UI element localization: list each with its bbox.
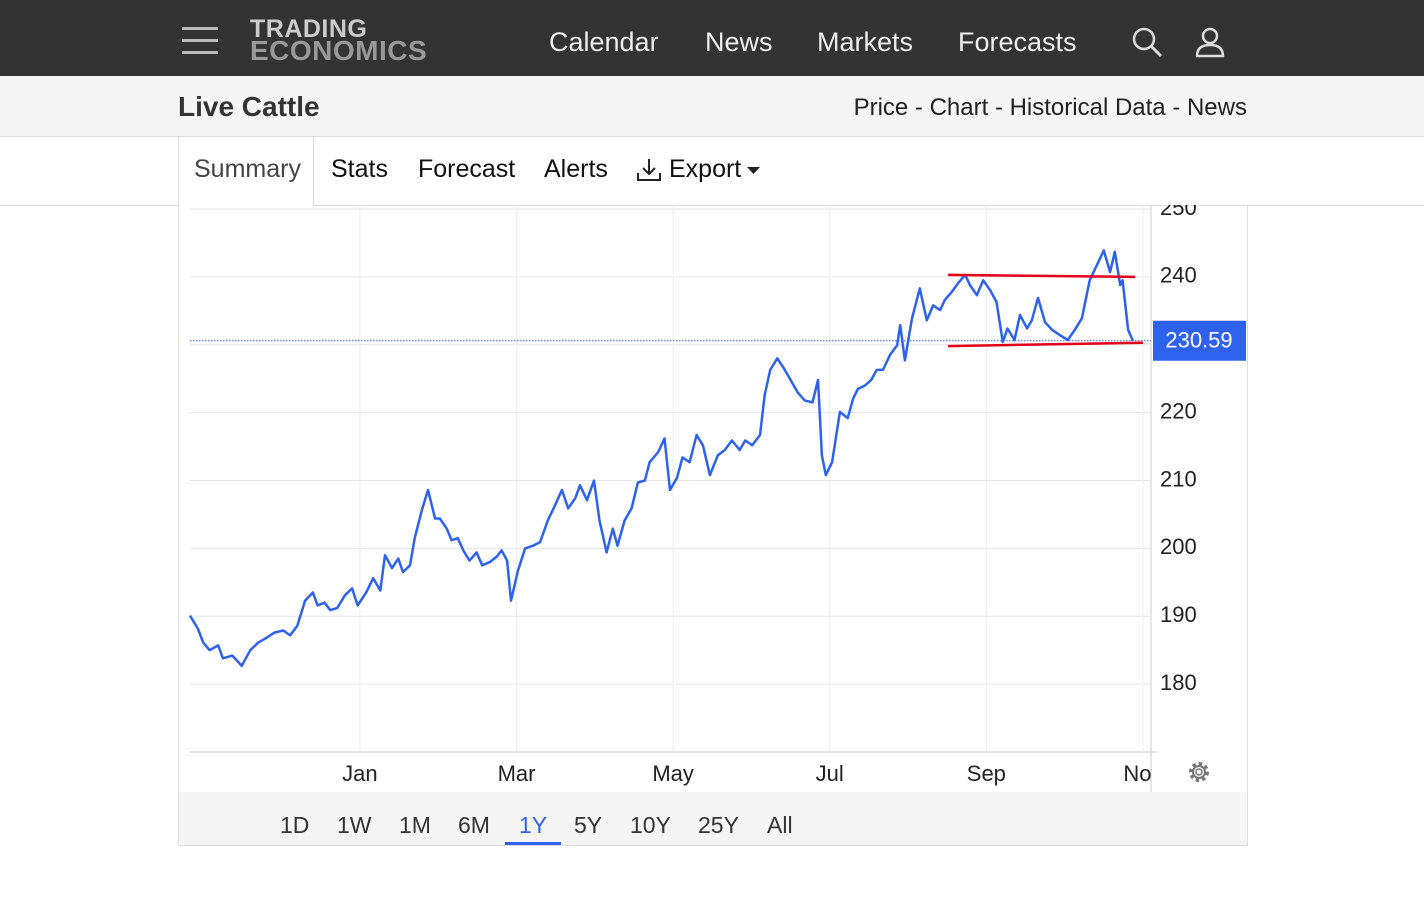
nav-link[interactable]: Forecasts	[958, 27, 1077, 57]
range-bar	[179, 792, 1247, 845]
range-button[interactable]: 1M	[399, 812, 431, 838]
settings-icon[interactable]	[1189, 762, 1209, 782]
download-icon	[637, 159, 661, 181]
logo-top: TRADING	[250, 15, 368, 43]
chart: 180190200210220230240250230.59JanMarMayJ…	[188, 205, 1246, 792]
trend-line	[947, 341, 1143, 348]
search-icon[interactable]	[1130, 26, 1164, 60]
nav-link[interactable]: News	[705, 27, 773, 57]
y-tick-label: 220	[1160, 398, 1197, 423]
x-tick-label: Nov	[1123, 761, 1162, 786]
y-tick-label: 240	[1160, 263, 1197, 288]
page-title: Live Cattle	[178, 91, 320, 122]
nav-link[interactable]: Calendar	[549, 27, 659, 57]
range-button[interactable]: All	[767, 812, 793, 838]
range-button[interactable]: 1W	[337, 812, 372, 838]
logo[interactable]: TRADING ECONOMICS	[250, 15, 428, 66]
tab[interactable]: Forecast	[418, 155, 516, 183]
trend-line	[947, 273, 1136, 279]
tab[interactable]: Alerts	[544, 155, 608, 183]
tab[interactable]: Summary	[194, 155, 301, 183]
x-tick-label: Jan	[342, 761, 377, 786]
range-button[interactable]: 1Y	[519, 812, 548, 838]
y-tick-label: 190	[1160, 602, 1197, 627]
user-icon[interactable]	[1194, 26, 1226, 58]
section-links[interactable]: Price - Chart - Historical Data - News	[853, 94, 1247, 121]
range-button[interactable]: 10Y	[630, 812, 671, 838]
top-nav: TRADING ECONOMICS Calendar News Markets …	[0, 0, 1424, 76]
menu-icon[interactable]	[180, 26, 220, 56]
active-underline	[505, 842, 561, 845]
y-tick-label: 210	[1160, 466, 1197, 491]
x-tick-label: Mar	[498, 761, 536, 786]
caret	[747, 167, 760, 174]
range-button[interactable]: 5Y	[574, 812, 603, 838]
y-tick-label: 180	[1160, 670, 1197, 695]
last-price-box	[1153, 320, 1246, 361]
sub-header: Live Cattle Price - Chart - Historical D…	[0, 76, 1424, 137]
y-tick-label: 200	[1160, 534, 1197, 559]
last-price-label: 230.59	[1165, 328, 1232, 353]
x-tick-label: May	[652, 761, 694, 786]
range-button[interactable]: 25Y	[698, 812, 739, 838]
chart-box	[178, 205, 1248, 846]
nav-link[interactable]: Markets	[817, 27, 914, 57]
y-tick-label: 250	[1160, 205, 1197, 220]
logo-bottom: ECONOMICS	[250, 35, 428, 66]
active-tab-box	[178, 137, 314, 206]
range-button[interactable]: 1D	[280, 812, 310, 838]
tab[interactable]: Export	[669, 155, 742, 183]
x-tick-label: Jul	[816, 761, 844, 786]
price-line	[188, 249, 1134, 668]
tab[interactable]: Stats	[331, 155, 388, 183]
x-tick-label: Sep	[967, 761, 1006, 786]
range-button[interactable]: 6M	[458, 812, 490, 838]
